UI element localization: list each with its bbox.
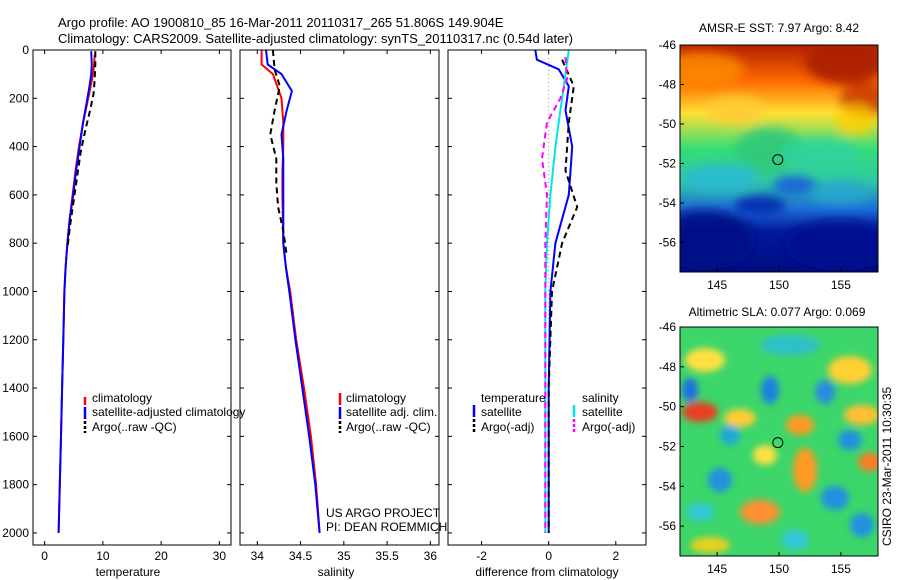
xlabel-salinity: salinity — [318, 565, 355, 579]
y-tick-label: 800 — [9, 236, 29, 250]
x-tick-label: 34 — [251, 549, 265, 563]
legend-label-sal-satellite: satellite — [582, 405, 623, 419]
map-x-tick-label: 155 — [831, 278, 851, 292]
argo-location-marker — [772, 154, 784, 166]
map-y-tick-label: -56 — [659, 235, 677, 249]
x-tick-label: 36 — [424, 549, 438, 563]
series-line-temperature-satellite — [534, 49, 574, 533]
y-tick-label: 1400 — [2, 381, 29, 395]
difference-panel: -2 0 2 difference from climatology tempera… — [447, 49, 647, 579]
map-y-tick-label: -54 — [659, 196, 677, 210]
y-tick-label: 2000 — [2, 526, 29, 540]
credit-line-1: US ARGO PROJECT — [326, 506, 441, 520]
sst-field — [680, 45, 878, 272]
argo-location-marker — [772, 437, 784, 449]
x-tick-label: 10 — [96, 549, 110, 563]
x-tick-label: 35 — [337, 549, 351, 563]
map-y-tick-label: -50 — [659, 117, 677, 131]
sla-field — [680, 327, 878, 556]
map-x-tick-label: 150 — [769, 562, 789, 576]
legend-heading-salinity: salinity — [582, 391, 619, 405]
header-line-2: Climatology: CARS2009. Satellite-adjuste… — [58, 31, 573, 46]
sla-map-title: Altimetric SLA: 0.077 Argo: 0.069 — [689, 305, 866, 319]
legend-label-temp-argo: Argo(-adj) — [481, 420, 534, 434]
x-tick-label: 0 — [545, 549, 552, 563]
sst-map-panel: AMSR-E SST: 7.97 Argo: 8.42 145 150 155 -46… — [659, 21, 879, 292]
map-x-tick-label: 155 — [831, 562, 851, 576]
y-tick-label: 600 — [9, 188, 29, 202]
series-line-climatology — [260, 50, 321, 533]
x-tick-label: -2 — [476, 549, 487, 563]
map-y-tick-label: -46 — [659, 320, 677, 334]
x-tick-label: 35.5 — [375, 549, 399, 563]
legend-label-temp-satellite: satellite — [481, 405, 522, 419]
y-tick-label: 400 — [9, 140, 29, 154]
timestamp-stamp: CSIRO 23-Mar-2011 10:30:35 — [880, 386, 894, 546]
x-tick-label: 30 — [213, 549, 227, 563]
xlabel-difference: difference from climatology — [475, 565, 618, 579]
legend-difference: temperature satellite Argo(-adj) salinit… — [472, 391, 635, 434]
map-y-tick-label: -48 — [659, 77, 677, 91]
y-tick-label: 0 — [22, 43, 29, 57]
legend-label-satellite: satellite-adjusted climatology — [92, 405, 245, 419]
map-y-tick-label: -56 — [659, 519, 677, 533]
header-line-1: Argo profile: AO 1900810_85 16-Mar-2011 … — [58, 15, 504, 30]
legend-label-argo: Argo(..raw -QC) — [92, 420, 177, 434]
map-x-tick-label: 150 — [769, 278, 789, 292]
map-y-tick-label: -46 — [659, 38, 677, 52]
xlabel-temperature: temperature — [96, 565, 161, 579]
y-tick-label: 1600 — [2, 429, 29, 443]
legend-label-climatology: climatology — [92, 391, 152, 405]
series-line-argo-raw-qc- — [269, 49, 288, 256]
legend-salinity: climatology satellite adj. clim. Argo(..… — [338, 391, 437, 434]
map-x-tick-label: 145 — [707, 278, 727, 292]
x-tick-label: 34.5 — [289, 549, 313, 563]
legend-label-satellite: satellite adj. clim. — [346, 405, 437, 419]
x-tick-label: 20 — [154, 549, 168, 563]
series-line-argo-raw-qc- — [66, 51, 97, 249]
legend-heading-temperature: temperature — [481, 391, 546, 405]
y-tick-label: 1000 — [2, 284, 29, 298]
map-y-tick-label: -54 — [659, 479, 677, 493]
legend-temperature: climatology satellite-adjusted climatolo… — [83, 391, 245, 434]
map-x-tick-label: 145 — [707, 562, 727, 576]
y-tick-label: 200 — [9, 91, 29, 105]
legend-label-argo: Argo(..raw -QC) — [346, 420, 431, 434]
map-y-tick-label: -52 — [659, 439, 677, 453]
temperature-panel: 0 10 20 30 0 200 400 600 800 1000 1200 1400 1600 1800… — [2, 43, 245, 579]
y-tick-label: 1200 — [2, 333, 29, 347]
credit-line-2: PI: DEAN ROEMMICH — [326, 520, 447, 534]
legend-label-sal-argo: Argo(-adj) — [582, 420, 635, 434]
sst-map-title: AMSR-E SST: 7.97 Argo: 8.42 — [699, 21, 859, 35]
map-y-tick-label: -50 — [659, 400, 677, 414]
legend-label-climatology: climatology — [346, 391, 406, 405]
series-line-temperature-argo-adj- — [547, 59, 579, 533]
y-tick-label: 1800 — [2, 478, 29, 492]
series-line-satellite-adjusted-climatology — [57, 51, 93, 533]
series-line-salinity-argo-adj- — [541, 57, 569, 533]
sla-map-panel: Altimetric SLA: 0.077 Argo: 0.069 — [659, 305, 879, 576]
series-line-satellite-adj-clim- — [265, 49, 321, 533]
map-y-tick-label: -52 — [659, 156, 677, 170]
map-y-tick-label: -48 — [659, 360, 677, 374]
x-tick-label: 2 — [612, 549, 619, 563]
salinity-panel: 34 34.5 35 35.5 36 salinity climatology sate… — [239, 49, 447, 579]
x-tick-label: 0 — [41, 549, 48, 563]
